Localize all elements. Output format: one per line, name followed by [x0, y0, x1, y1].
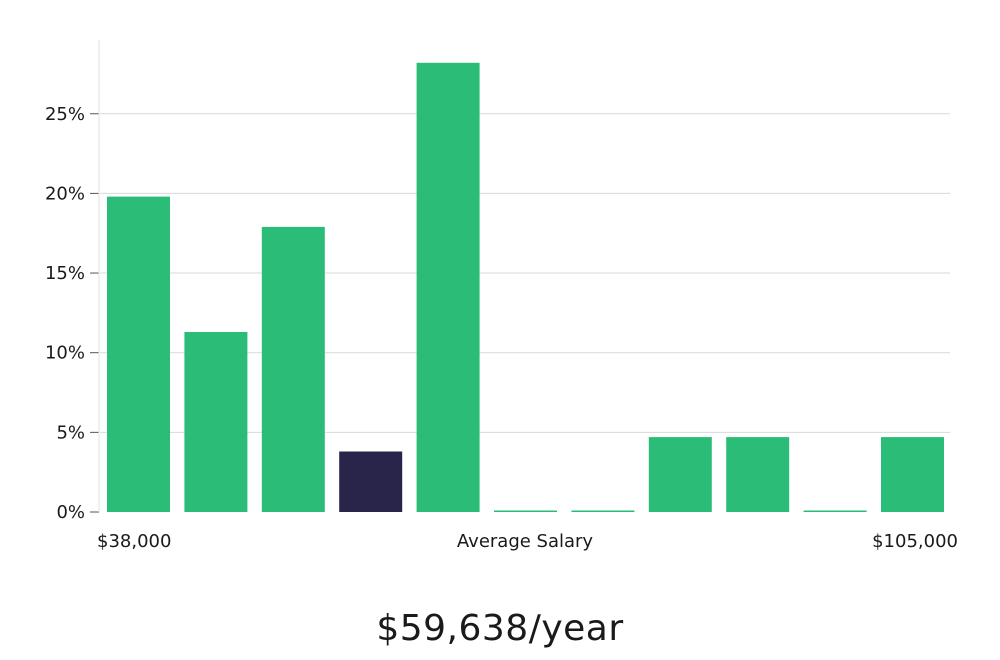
y-tick-label: 20% [45, 183, 85, 204]
y-axis-ticks: 0% 5% 10% 15% 20% 25% [45, 104, 99, 523]
salary-histogram: 0%5%10%15%20%25% $38,000 Average Salary … [45, 40, 958, 552]
bar [107, 196, 170, 512]
bar [881, 437, 944, 512]
y-tick-label: 5% [56, 422, 85, 443]
average-salary-headline: $59,638/year [376, 608, 624, 649]
bars [107, 62, 944, 513]
x-center-label: Average Salary [457, 531, 594, 552]
bar [416, 62, 480, 513]
bar [803, 510, 867, 512]
y-tick-label: 0% [56, 502, 85, 523]
x-max-label: $105,000 [872, 531, 958, 552]
bar [648, 437, 712, 512]
bar [726, 437, 790, 512]
bar [571, 510, 635, 512]
y-tick-label: 10% [45, 343, 85, 364]
bar [184, 332, 248, 512]
y-tick-label: 15% [45, 263, 85, 284]
x-min-label: $38,000 [97, 531, 171, 552]
bar-highlighted [339, 451, 403, 512]
bar [494, 510, 557, 512]
bar [261, 226, 325, 512]
y-tick-label: 25% [45, 104, 85, 125]
